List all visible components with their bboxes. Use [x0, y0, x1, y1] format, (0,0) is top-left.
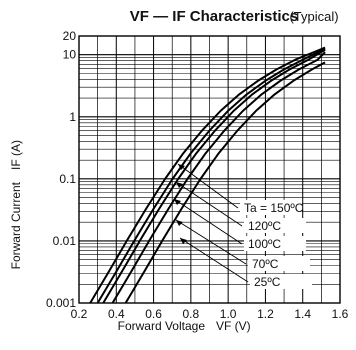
x-tick-label: 0.4: [108, 307, 125, 321]
series-label-bg: [244, 236, 306, 251]
x-tick-label: 0.2: [71, 307, 88, 321]
y-tick-label: 1: [69, 110, 76, 124]
y-tick-label: 0.1: [59, 172, 76, 186]
series-label: 70ºC: [252, 257, 279, 271]
leader-arrowhead: [174, 199, 181, 205]
x-axis-symbol: VF (V): [216, 319, 251, 333]
x-tick-label: 0.8: [183, 307, 200, 321]
leader-line: [175, 181, 243, 227]
series-label: 100ºC: [248, 237, 281, 251]
leader-line: [173, 198, 243, 245]
y-axis-label: Forward Current: [9, 181, 23, 269]
chart-title-note: (Typical): [289, 9, 338, 24]
leader-arrowhead: [176, 182, 183, 188]
leader-line: [175, 219, 247, 265]
series-line: [124, 61, 326, 304]
series-label-bg: [250, 274, 312, 289]
series-line: [102, 48, 326, 304]
series-line: [96, 47, 326, 304]
leader-line: [179, 237, 249, 283]
y-tick-label: 20: [63, 29, 77, 43]
series-label: 25ºC: [254, 275, 281, 289]
x-tick-label: 1.4: [294, 307, 311, 321]
y-tick-label: 0.01: [53, 234, 77, 248]
y-tick-label: 10: [63, 48, 77, 62]
y-tick-labels: 0.001 0.01 0.1 1 10 20: [46, 29, 76, 310]
x-tick-label: 1.6: [332, 307, 349, 321]
x-axis-label: Forward Voltage: [118, 319, 206, 333]
x-tick-label: 1.0: [220, 307, 237, 321]
series-label: 120ºC: [248, 219, 281, 233]
leader-arrowhead: [180, 238, 187, 244]
series-lines: [89, 46, 326, 304]
x-tick-label: 1.2: [257, 307, 274, 321]
series-label-bg: [244, 218, 306, 233]
leader-arrowhead: [178, 164, 185, 170]
legend-leaders: [173, 163, 249, 283]
x-tick-labels: 0.2 0.4 0.6 0.8 1.0 1.2 1.4 1.6: [71, 307, 349, 321]
x-tick-label: 0.6: [145, 307, 162, 321]
series-label: Ta = 150ºC: [244, 201, 304, 215]
series-line: [89, 46, 326, 304]
y-tick-label: 0.001: [46, 296, 76, 310]
leader-line: [177, 163, 239, 209]
series-label-bg: [240, 200, 302, 215]
series-labels: Ta = 150ºC 120ºC 100ºC 70ºC 25ºC: [240, 200, 312, 289]
series-line: [111, 51, 326, 304]
y-axis-symbol: IF (A): [9, 140, 23, 170]
leader-arrowhead: [176, 220, 183, 226]
series-label-bg: [248, 256, 310, 271]
chart-title: VF — IF Characteristics: [130, 8, 298, 25]
